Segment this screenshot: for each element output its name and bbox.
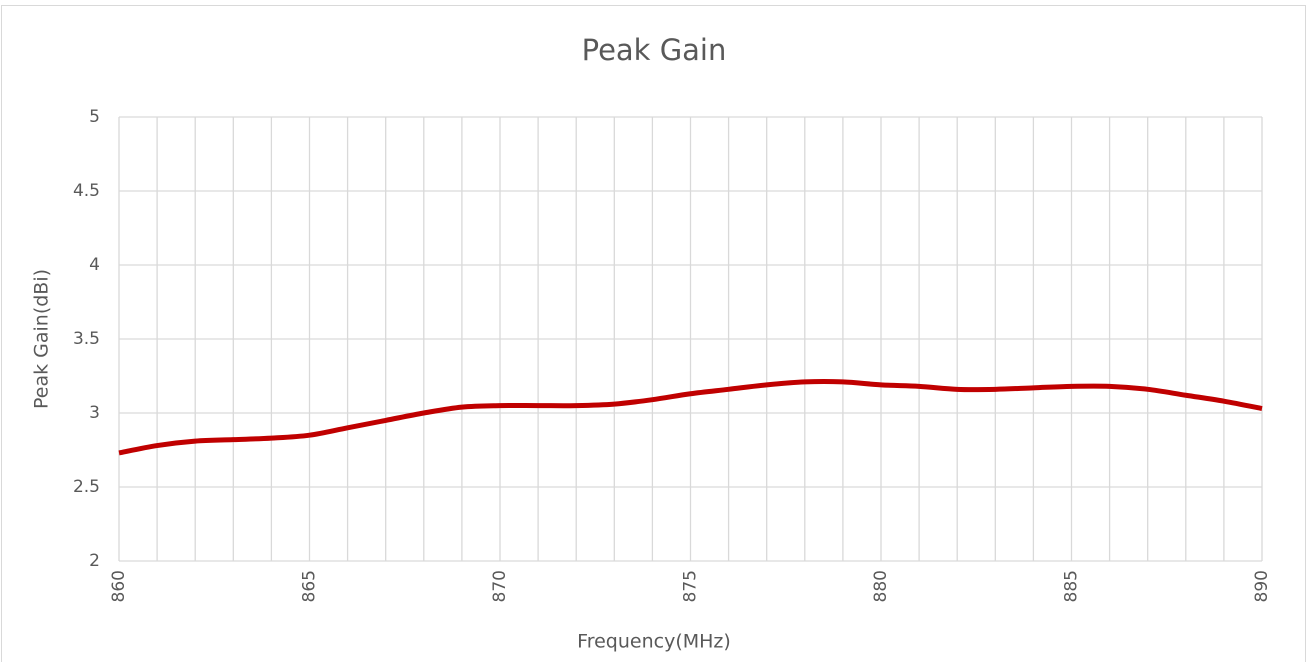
y-axis-label: Peak Gain(dBi) [31,269,53,409]
x-tick-label: 880 [871,570,891,602]
x-tick-label: 870 [490,570,510,602]
y-tick-label: 3.5 [73,329,100,349]
y-tick-label: 5 [89,107,100,127]
y-tick-label: 2 [89,551,100,571]
chart-border [1,5,1306,662]
y-tick-label: 2.5 [73,477,100,497]
x-axis-label: Frequency(MHz) [577,631,731,653]
x-tick-label: 875 [681,570,701,602]
line-series [118,379,1263,456]
x-tick-label: 885 [1062,570,1082,602]
x-tick-label: 865 [300,570,320,602]
chart-title: Peak Gain [582,33,727,67]
y-tick-label: 4.5 [73,181,100,201]
x-tick-label: 860 [109,570,129,602]
y-tick-label: 3 [89,403,100,423]
y-tick-label: 4 [89,255,100,275]
x-tick-label: 890 [1252,570,1272,602]
